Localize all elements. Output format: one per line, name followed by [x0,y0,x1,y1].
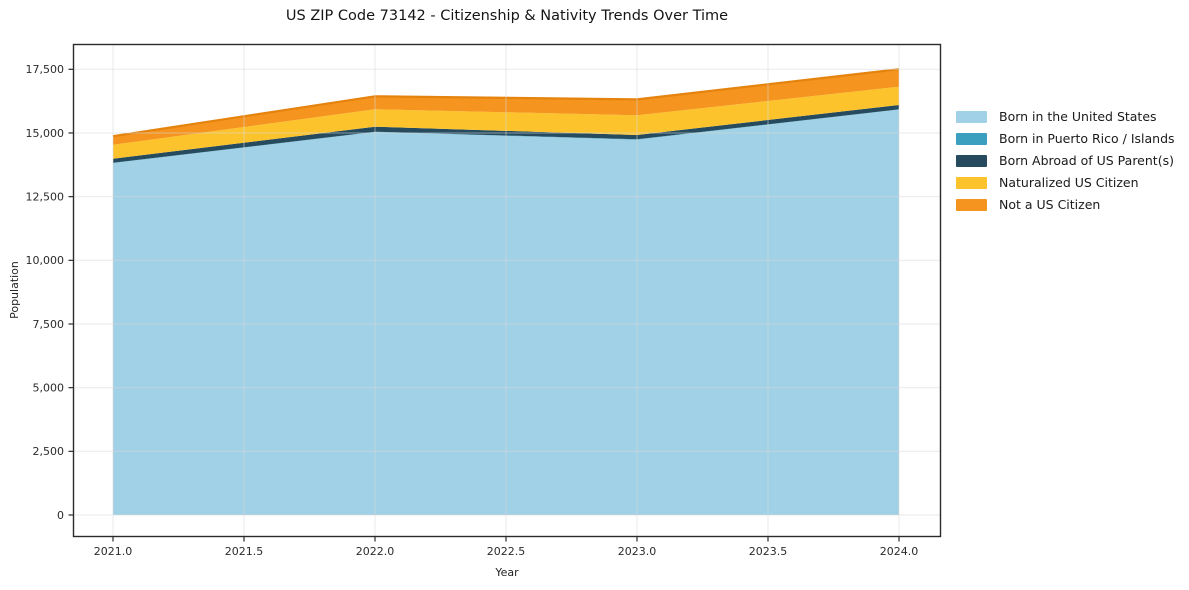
legend-label: Born in the United States [999,109,1157,124]
legend-swatch [956,176,987,189]
y-tick-label: 5,000 [33,381,65,394]
y-axis-label: Population [8,261,21,319]
legend-item-3: Naturalized US Citizen [956,175,1175,190]
x-tick-label: 2021.5 [225,545,264,558]
legend-item-4: Not a US Citizen [956,197,1175,212]
chart-title: US ZIP Code 73142 - Citizenship & Nativi… [285,8,729,24]
y-tick-label: 17,500 [26,63,65,76]
legend-swatch [956,198,987,211]
x-tick-label: 2023.5 [749,545,788,558]
legend-swatch [956,110,987,123]
legend-swatch [956,154,987,167]
y-tick-label: 0 [57,509,64,522]
y-tick-label: 2,500 [33,445,65,458]
legend-item-0: Born in the United States [956,109,1175,124]
legend-label: Not a US Citizen [999,197,1101,212]
y-tick-label: 15,000 [26,127,65,140]
y-tick-label: 12,500 [26,190,65,203]
legend-swatch [956,132,987,145]
legend-label: Born Abroad of US Parent(s) [999,153,1174,168]
plot-border [72,43,942,538]
legend-label: Born in Puerto Rico / Islands [999,131,1175,146]
x-axis-label: Year [495,566,519,579]
legend-label: Naturalized US Citizen [999,175,1139,190]
x-tick-label: 2021.0 [94,545,133,558]
legend: Born in the United States Born in Puerto … [956,109,1175,220]
x-tick-label: 2022.0 [356,545,395,558]
legend-item-2: Born Abroad of US Parent(s) [956,153,1175,168]
y-tick-label: 7,500 [33,318,65,331]
x-tick-label: 2022.5 [487,545,526,558]
legend-item-1: Born in Puerto Rico / Islands [956,131,1175,146]
x-tick-label: 2024.0 [880,545,919,558]
x-tick-label: 2023.0 [618,545,657,558]
y-tick-label: 10,000 [26,254,65,267]
